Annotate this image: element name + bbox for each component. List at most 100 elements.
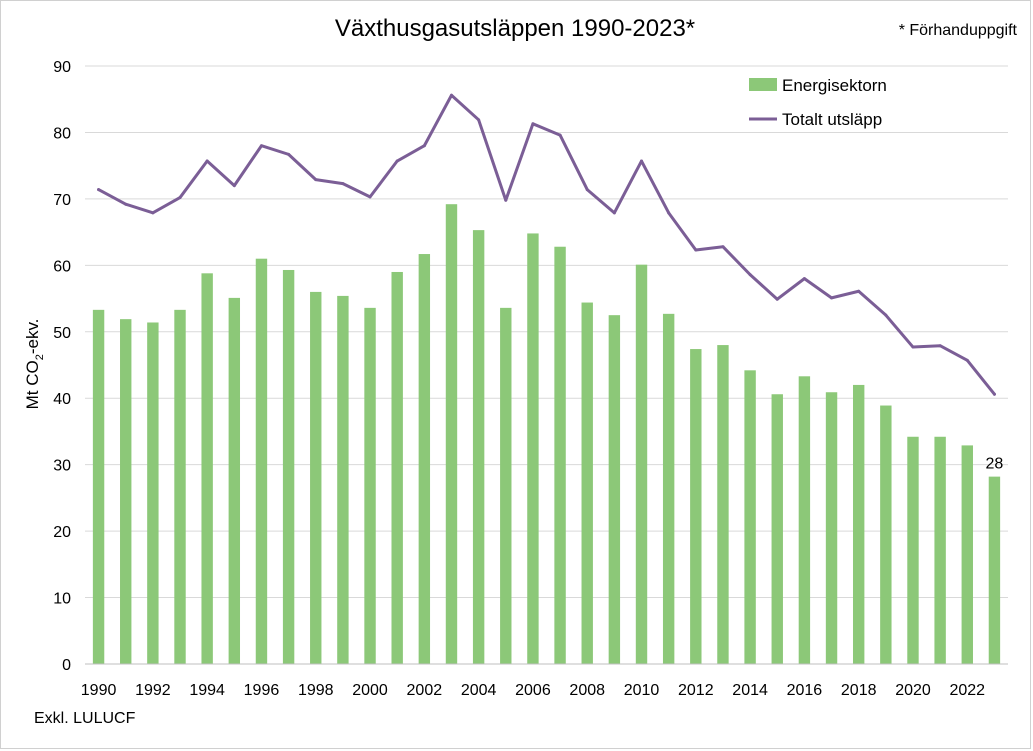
legend: Energisektorn Totalt utsläpp xyxy=(749,76,887,129)
point-totalt-utslapp-2008 xyxy=(585,188,589,192)
x-tick-label-2006: 2006 xyxy=(515,682,551,699)
point-totalt-utslapp-2021 xyxy=(938,344,942,348)
bar-energisektorn-2023 xyxy=(988,476,1001,664)
y-tick-label-20: 20 xyxy=(53,524,71,541)
point-totalt-utslapp-2018 xyxy=(857,289,861,293)
bar-energisektorn-2007 xyxy=(554,246,566,665)
y-axis-label-sub: 2 xyxy=(34,354,46,360)
y-tick-label-80: 80 xyxy=(53,125,71,142)
x-tick-label-2004: 2004 xyxy=(461,682,497,699)
legend-label-energisektorn: Energisektorn xyxy=(782,76,887,95)
x-tick-label-2000: 2000 xyxy=(352,682,388,699)
x-tick-label-2008: 2008 xyxy=(569,682,605,699)
point-totalt-utslapp-2007 xyxy=(558,133,562,137)
legend-swatch-energisektorn xyxy=(749,78,777,91)
x-tick-label-2022: 2022 xyxy=(949,682,985,699)
bar-energisektorn-2004 xyxy=(472,230,485,664)
bar-energisektorn-2011 xyxy=(662,313,675,664)
x-tick-label-1998: 1998 xyxy=(298,682,334,699)
y-axis-label: Mt CO2-ekv. xyxy=(23,319,46,410)
point-totalt-utslapp-2010 xyxy=(640,159,644,163)
point-totalt-utslapp-2020 xyxy=(911,345,915,349)
series-line-totalt-utslapp xyxy=(97,93,996,396)
bar-energisektorn-1993 xyxy=(174,309,186,664)
preliminary-note: * Förhanduppgift xyxy=(899,22,1018,39)
point-totalt-utslapp-2013 xyxy=(721,245,725,249)
bar-energisektorn-2013 xyxy=(717,345,729,664)
bar-energisektorn-2020 xyxy=(907,436,919,664)
bar-energisektorn-2018 xyxy=(852,384,865,664)
y-tick-label-50: 50 xyxy=(53,325,71,342)
bar-energisektorn-2019 xyxy=(880,405,892,664)
point-totalt-utslapp-2022 xyxy=(965,358,969,362)
point-totalt-utslapp-1997 xyxy=(287,152,291,156)
footnote: Exkl. LULUCF xyxy=(34,710,136,727)
bar-energisektorn-2000 xyxy=(364,307,376,664)
bar-energisektorn-1998 xyxy=(310,291,322,664)
data-label-2023: 28 xyxy=(986,456,1004,473)
point-totalt-utslapp-1991 xyxy=(124,202,128,206)
x-tick-label-2020: 2020 xyxy=(895,682,931,699)
y-tick-label-0: 0 xyxy=(62,657,71,674)
x-tick-label-1994: 1994 xyxy=(189,682,225,699)
point-totalt-utslapp-2003 xyxy=(449,93,453,97)
bars-energisektorn xyxy=(92,204,1001,665)
y-axis-label-suffix: -ekv. xyxy=(23,319,42,355)
bar-energisektorn-2009 xyxy=(608,315,621,664)
bar-energisektorn-2014 xyxy=(744,370,756,664)
bar-energisektorn-2012 xyxy=(690,349,702,664)
point-totalt-utslapp-2009 xyxy=(612,211,616,215)
point-totalt-utslapp-1992 xyxy=(151,211,155,215)
bar-energisektorn-1995 xyxy=(228,297,241,664)
bar-energisektorn-2017 xyxy=(825,392,838,664)
x-tick-label-1992: 1992 xyxy=(135,682,171,699)
x-tick-label-2018: 2018 xyxy=(841,682,877,699)
x-tick-label-2016: 2016 xyxy=(787,682,823,699)
point-totalt-utslapp-1998 xyxy=(314,178,318,182)
bar-energisektorn-1996 xyxy=(255,258,268,664)
point-totalt-utslapp-1990 xyxy=(97,188,101,192)
y-tick-label-30: 30 xyxy=(53,458,71,475)
bar-energisektorn-2003 xyxy=(445,204,458,664)
gridlines xyxy=(85,65,1008,599)
bar-energisektorn-2008 xyxy=(581,302,593,664)
point-totalt-utslapp-1993 xyxy=(178,196,182,200)
bar-energisektorn-2016 xyxy=(798,376,811,664)
bar-energisektorn-2002 xyxy=(418,254,431,665)
point-totalt-utslapp-1994 xyxy=(205,159,209,163)
y-tick-label-90: 90 xyxy=(53,59,71,76)
bar-energisektorn-2005 xyxy=(500,307,512,664)
bar-energisektorn-1994 xyxy=(201,273,213,664)
y-axis-label-main: Mt CO xyxy=(23,360,42,409)
point-totalt-utslapp-1995 xyxy=(232,184,236,188)
line-totalt-utslapp xyxy=(97,93,996,396)
bar-energisektorn-2022 xyxy=(961,445,973,664)
x-tick-label-2010: 2010 xyxy=(624,682,660,699)
bar-energisektorn-2015 xyxy=(771,394,783,664)
bar-energisektorn-2010 xyxy=(635,264,648,664)
point-totalt-utslapp-2014 xyxy=(748,273,752,277)
data-labels: 28 xyxy=(986,456,1004,473)
bar-energisektorn-1997 xyxy=(282,269,295,664)
point-totalt-utslapp-2005 xyxy=(504,198,508,202)
point-totalt-utslapp-2019 xyxy=(884,313,888,317)
bar-energisektorn-1992 xyxy=(147,322,159,664)
point-totalt-utslapp-2006 xyxy=(531,122,535,126)
point-totalt-utslapp-2015 xyxy=(775,297,779,301)
x-tick-label-2012: 2012 xyxy=(678,682,714,699)
y-tick-label-40: 40 xyxy=(53,391,71,408)
x-tick-label-1996: 1996 xyxy=(244,682,280,699)
point-totalt-utslapp-2004 xyxy=(477,118,481,122)
legend-label-totalt-utslapp: Totalt utsläpp xyxy=(782,110,882,129)
bar-energisektorn-1990 xyxy=(92,309,105,664)
y-tick-label-70: 70 xyxy=(53,192,71,209)
x-axis-ticks: 1990 1992 1994 1996 1998 2000 2002 2004 2006 2008… xyxy=(81,682,985,699)
bar-energisektorn-2001 xyxy=(391,271,403,664)
y-tick-label-60: 60 xyxy=(53,258,71,275)
y-axis-ticks: 0 10 20 30 40 50 60 70 80 90 xyxy=(53,59,71,674)
point-totalt-utslapp-2012 xyxy=(694,248,698,252)
bar-energisektorn-2021 xyxy=(934,436,946,664)
chart-title: Växthusgasutsläppen 1990-2023* xyxy=(335,15,695,42)
